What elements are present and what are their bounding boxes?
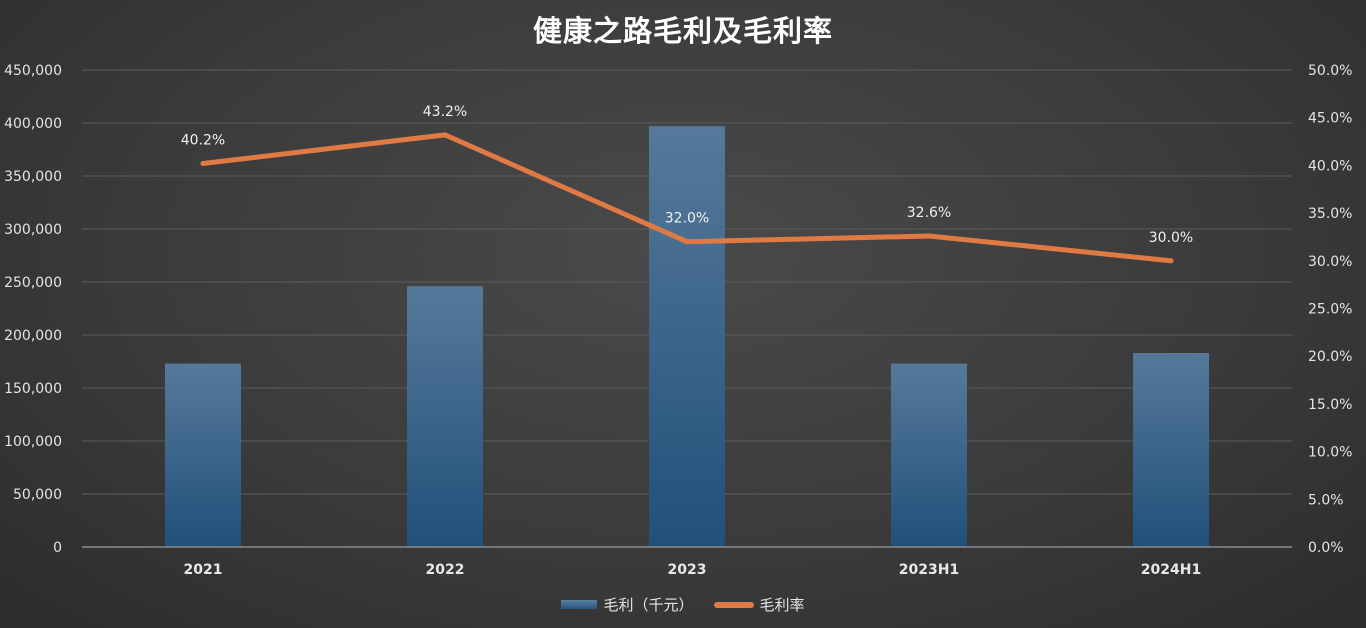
y-tick-label: 400,000 — [4, 116, 62, 132]
right-axis: 0.0% 5.0% 10.0% 15.0% 20.0% 25.0% 30.0% 35.0% 40… — [1308, 63, 1352, 556]
y2-tick-label: 35.0% — [1308, 206, 1352, 222]
legend-line-label: 毛利率 — [759, 596, 805, 614]
y-tick-label: 250,000 — [4, 275, 62, 291]
line-data-label: 32.0% — [665, 211, 709, 227]
y2-tick-label: 30.0% — [1308, 254, 1352, 270]
bar — [1133, 353, 1209, 547]
legend-item-line: 毛利率 — [713, 594, 805, 615]
y-tick-label: 350,000 — [4, 169, 62, 185]
y2-tick-label: 50.0% — [1308, 63, 1352, 79]
legend-line-swatch — [713, 601, 754, 608]
y2-tick-label: 25.0% — [1308, 302, 1352, 318]
line-point — [200, 160, 206, 166]
line-point — [684, 239, 690, 245]
bar — [891, 363, 967, 547]
x-tick-label: 2024H1 — [1141, 562, 1201, 578]
bar — [165, 363, 241, 547]
y2-tick-label: 40.0% — [1308, 158, 1352, 174]
line-data-label: 32.6% — [907, 205, 951, 221]
y2-tick-label: 45.0% — [1308, 111, 1352, 127]
x-tick-label: 2021 — [184, 562, 223, 578]
legend-bar-swatch — [561, 600, 598, 609]
legend: 毛利（千元） 毛利率 — [0, 594, 1366, 615]
legend-bar-label: 毛利（千元） — [603, 596, 694, 614]
line-series — [200, 132, 1174, 264]
x-tick-label: 2022 — [426, 562, 465, 578]
y-tick-label: 0 — [53, 540, 62, 556]
y-tick-label: 150,000 — [4, 381, 62, 397]
bar — [407, 286, 483, 547]
legend-item-bar: 毛利（千元） — [561, 594, 694, 615]
y2-tick-label: 20.0% — [1308, 349, 1352, 365]
y-tick-label: 300,000 — [4, 222, 62, 238]
left-axis: 0 50,000 100,000 150,000 200,000 250,000 300,0… — [4, 63, 62, 556]
x-tick-label: 2023 — [668, 562, 707, 578]
y2-tick-label: 10.0% — [1308, 445, 1352, 461]
y2-tick-label: 5.0% — [1308, 492, 1344, 508]
y-tick-label: 450,000 — [4, 63, 62, 79]
x-tick-label: 2023H1 — [899, 562, 959, 578]
bar — [649, 126, 725, 548]
y-tick-label: 200,000 — [4, 328, 62, 344]
line-point — [926, 233, 932, 239]
y2-tick-label: 15.0% — [1308, 397, 1352, 413]
y-tick-label: 50,000 — [13, 487, 62, 503]
x-axis: 2021 2022 2023 2023H1 2024H1 — [82, 546, 1292, 578]
bar-series — [165, 126, 1209, 548]
line-point — [1168, 258, 1174, 264]
y-tick-label: 100,000 — [4, 434, 62, 450]
line-data-label: 30.0% — [1149, 230, 1193, 246]
chart-title: 健康之路毛利及毛利率 — [532, 14, 833, 48]
line-point — [442, 132, 448, 138]
data-labels: 40.2% 43.2% 32.0% 32.6% 30.0% — [181, 104, 1193, 246]
line-data-label: 43.2% — [423, 104, 467, 120]
y2-tick-label: 0.0% — [1308, 540, 1344, 556]
line-data-label: 40.2% — [181, 132, 225, 148]
